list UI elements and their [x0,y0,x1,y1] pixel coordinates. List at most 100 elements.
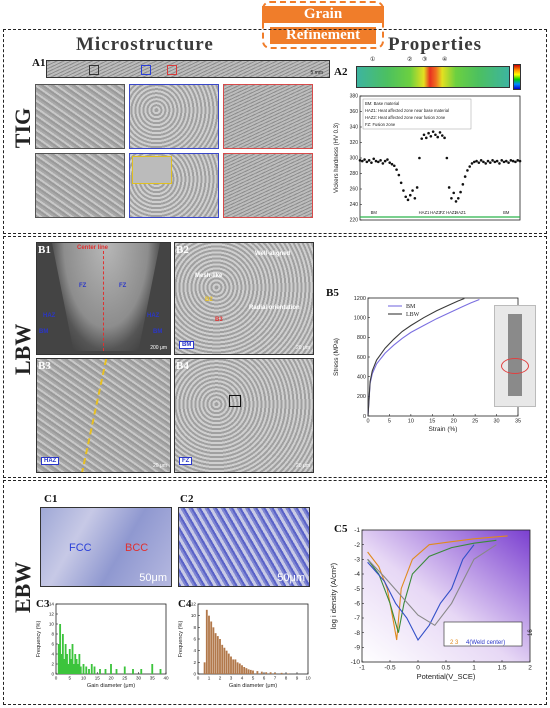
label-A2: A2 [334,66,348,78]
b2-b3-marker: B3 [215,317,223,323]
a2-data-point [376,160,380,164]
x-tick-label: 40 [163,676,169,681]
y-tick-label: -1 [354,527,360,534]
histogram-bar [78,654,81,674]
a1-sub-3 [223,84,313,149]
histogram-bar [208,615,210,674]
c1-ebsd-map: FCC BCC 50μm [40,507,172,587]
histogram-bar [219,639,221,674]
x-tick-label: 5 [252,676,255,681]
x-tick-label: 2 [528,665,532,672]
histogram-bar [57,644,60,674]
histogram-bar [203,662,206,674]
a2-hardness-map [356,66,510,88]
y-axis-label: Vickers hardness (HV 0.3) [334,123,340,193]
y-axis-label: Frequency (%) [178,621,184,658]
x-tick-label: 1.5 [497,665,506,672]
histogram-bar [71,644,74,674]
y-tick-label: 0 [193,672,196,677]
a2-data-point [472,160,476,164]
y-tick-label: 2 [51,662,54,667]
a2-data-point [438,131,442,134]
b2-radial: Radial orientation [249,305,300,311]
y-axis-label: log i density (A/cm²) [329,562,338,629]
y-tick-label: 600 [357,355,366,361]
y-tick-label: 0 [51,672,54,677]
a2-legend-box [362,98,472,130]
histogram-bar [82,664,85,674]
histogram-bar [241,665,243,674]
a2-data-point [404,195,408,199]
histogram-bar [252,670,254,674]
x-tick-label: 35 [150,676,156,681]
a2-legend-entry: HAZ2: Heat affected zone near fusion zon… [365,115,446,120]
a2-legend-entry: FZ: Fusion zone [365,122,396,127]
a2-data-point [491,159,494,162]
a2-hardness-chart: 220 240 260 280 300 320 340 360 380 Vickers hardn… [334,94,522,224]
histogram-bar [256,671,259,674]
histogram-bar [68,649,71,674]
a2-data-point [488,161,492,164]
histogram-bar [93,666,96,674]
lbw-label: LBW [10,323,35,375]
a2-data-point [486,159,490,163]
a1-sub-5-inset [132,156,172,184]
x-axis-label: Gain diameter (μm) [229,683,277,689]
x-tick-label: 10 [305,676,311,681]
a2-data-point [470,162,474,165]
x-tick-label: 8 [285,676,288,681]
b1-center-line [103,251,104,351]
c5-series-2 [367,539,497,633]
c5-series-3 [367,544,475,642]
histogram-bar [238,663,241,674]
a2-data-point [370,161,373,164]
x-tick-label: 7 [274,676,277,681]
a1-box-3 [167,65,177,75]
a2-data-point [411,189,414,192]
a2-data-point [454,200,458,203]
histogram-bar [214,633,217,674]
histogram-bar [63,659,66,674]
label-B1: B1 [38,244,51,256]
x-tick-label: 4 [241,676,244,681]
a2-data-point [440,134,444,137]
b4-scale: 20 μm [296,463,310,469]
label-B2: B2 [176,244,189,256]
histogram-bar [74,654,77,674]
histogram-bar [265,672,268,674]
a2-data-point [390,162,394,166]
c5-inset [443,621,523,647]
histogram-bar [212,627,215,674]
a2-marker-3: ③ [422,57,428,63]
a2-data-point [477,161,481,164]
a2-zone-label: HAZ2 [430,210,441,215]
b5-series-lbw [367,297,465,417]
a2-data-point [461,183,465,186]
header-properties: Properties [388,34,483,55]
histogram-bar [245,668,248,674]
histogram-bar [243,667,246,674]
y-tick-label: -5 [354,586,360,593]
x-tick-label: 20 [451,419,457,425]
histogram-bar [216,636,219,674]
tig-label: TIG [10,107,35,149]
y-tick-label: 800 [357,335,366,341]
b3-boundary [80,359,110,472]
a2-zone-label: BM [503,210,510,215]
b2-scale: 20 μm [296,345,310,351]
histogram-bar [223,647,226,674]
header-microstructure: Microstructure [76,34,214,55]
a2-data-point [507,161,510,164]
y-tick-label: 280 [350,171,359,177]
histogram-bar [59,624,62,674]
b1-bm-right: BM [153,329,163,335]
histogram-bar [236,662,239,674]
c1-bcc-label: BCC [125,542,149,554]
y-tick-label: 240 [350,202,359,208]
y-tick-label: 8 [193,625,196,630]
header-refinement: Refinement [270,27,376,44]
label-C3: C3 [36,598,50,610]
histogram-bar [269,672,272,674]
histogram-bar [247,669,250,674]
